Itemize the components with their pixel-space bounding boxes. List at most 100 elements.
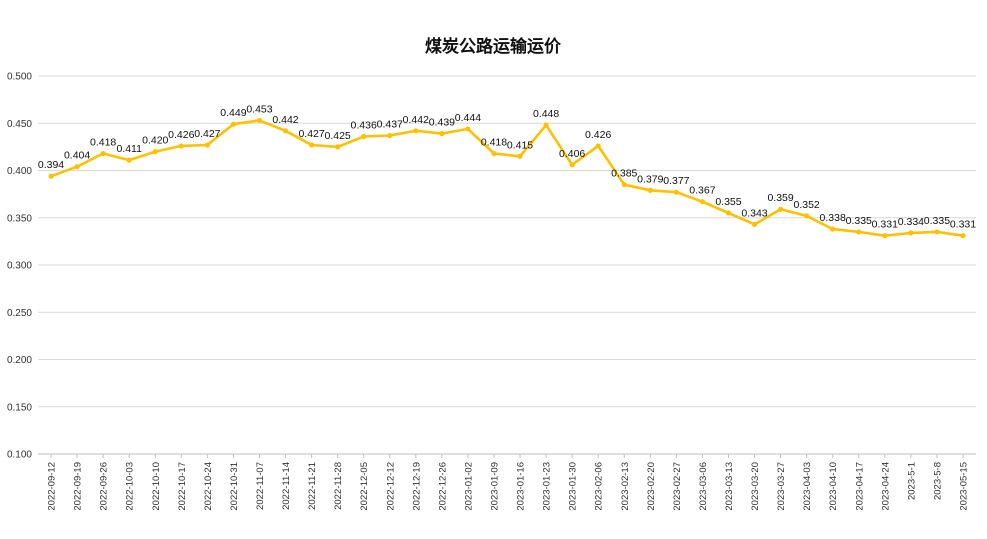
data-point: [308, 142, 315, 148]
data-point: [256, 117, 263, 124]
data-point: [74, 164, 80, 170]
data-point: [361, 133, 367, 140]
x-tick-label: 2022-09-12: [47, 462, 58, 511]
data-label: 0.436: [351, 119, 377, 131]
data-point: [152, 149, 158, 155]
data-label: 0.338: [820, 212, 846, 224]
x-tick-label: 2022-11-07: [255, 462, 266, 510]
x-tick-label: 2023-03-20: [750, 462, 761, 511]
data-label: 0.411: [116, 143, 142, 155]
x-tick-label: 2023-04-10: [828, 462, 839, 511]
x-tick-label: 2022-09-26: [99, 462, 110, 511]
data-label: 0.439: [429, 117, 455, 129]
x-tick-label: 2022-12-26: [437, 462, 448, 511]
data-point: [830, 226, 836, 232]
x-tick-label: 2023-01-02: [463, 462, 474, 511]
data-point: [178, 143, 184, 149]
data-label: 0.335: [846, 215, 872, 227]
x-tick-label: 2023-02-06: [594, 462, 605, 511]
x-tick-label: 2022-10-03: [125, 462, 136, 511]
x-tick-label: 2023-05-15: [958, 462, 969, 511]
y-tick-label: 0.400: [7, 166, 32, 177]
y-tick-label: 0.100: [7, 450, 32, 461]
data-label: 0.426: [585, 129, 611, 141]
data-point: [725, 210, 732, 216]
data-point: [413, 128, 419, 134]
data-label: 0.334: [898, 216, 924, 228]
data-point: [204, 142, 210, 148]
data-label: 0.415: [507, 139, 533, 151]
x-tick-label: 2023-01-23: [542, 462, 553, 511]
data-point: [777, 206, 784, 212]
x-tick-label: 2022-12-19: [411, 462, 422, 511]
data-label: 0.437: [377, 119, 403, 131]
data-point: [569, 162, 575, 168]
x-tick-label: 2023-01-09: [489, 462, 500, 511]
x-tick-label: 2022-11-21: [307, 462, 318, 510]
data-label: 0.343: [741, 207, 767, 219]
series-revenue-line: [48, 117, 966, 239]
y-tick-label: 0.450: [7, 119, 32, 130]
data-label: 0.420: [142, 135, 168, 147]
data-point: [517, 153, 523, 159]
data-label: 0.453: [246, 103, 272, 115]
data-label: 0.394: [38, 159, 64, 171]
data-label: 0.385: [611, 168, 637, 180]
x-tick-label: 2023-01-30: [568, 462, 579, 511]
data-point: [126, 157, 132, 163]
data-label: 0.355: [715, 196, 741, 208]
data-label: 0.359: [767, 192, 793, 204]
data-label: 0.427: [298, 128, 324, 140]
data-point: [491, 150, 497, 157]
data-label: 0.418: [90, 136, 116, 148]
data-point: [934, 229, 940, 235]
data-point: [595, 143, 601, 149]
data-label: 0.448: [533, 108, 559, 120]
data-point: [856, 229, 862, 235]
x-tick-label: 2023-04-24: [880, 462, 891, 511]
data-point: [908, 230, 914, 236]
data-point: [673, 189, 679, 195]
data-label: 0.442: [403, 114, 429, 126]
data-point: [699, 199, 706, 205]
data-label: 0.406: [559, 148, 585, 160]
data-label: 0.427: [194, 128, 220, 140]
data-point: [387, 132, 393, 139]
y-tick-label: 0.350: [7, 213, 32, 224]
data-point: [621, 182, 627, 188]
y-tick-label: 0.500: [7, 72, 32, 83]
x-tick-label: 2023-02-27: [672, 462, 683, 511]
data-label: 0.425: [324, 130, 350, 142]
x-tick-label: 2022-10-24: [203, 462, 214, 511]
data-point: [960, 233, 966, 239]
data-point: [282, 128, 289, 134]
data-point: [882, 233, 888, 239]
data-point: [100, 150, 106, 157]
y-tick-label: 0.200: [7, 355, 32, 366]
chart-title: 煤炭公路运输运价: [425, 36, 562, 57]
data-label: 0.426: [168, 129, 194, 141]
x-tick-label: 2022-10-10: [151, 462, 162, 511]
gridlines: [38, 75, 976, 455]
x-tick-label: 2023-03-06: [698, 462, 709, 511]
data-point: [48, 173, 54, 179]
data-label: 0.352: [793, 199, 819, 211]
data-point: [543, 122, 549, 128]
data-label: 0.379: [637, 173, 663, 185]
data-label: 0.449: [220, 107, 246, 119]
x-tick-label: 2023-03-13: [724, 462, 735, 511]
x-tick-label: 2022-10-17: [177, 462, 188, 511]
x-tick-label: 2023-02-13: [620, 462, 631, 511]
x-tick-label: 2022-11-14: [281, 462, 292, 510]
x-tick-label: 2022-12-12: [385, 462, 396, 511]
series-line: [50, 119, 964, 237]
data-point: [439, 131, 445, 137]
data-label: 0.335: [924, 215, 950, 227]
x-tick-label: 2022-09-19: [73, 462, 84, 511]
x-tick-label: 2023-04-17: [854, 462, 865, 511]
data-point: [230, 121, 237, 127]
data-point: [335, 144, 341, 150]
